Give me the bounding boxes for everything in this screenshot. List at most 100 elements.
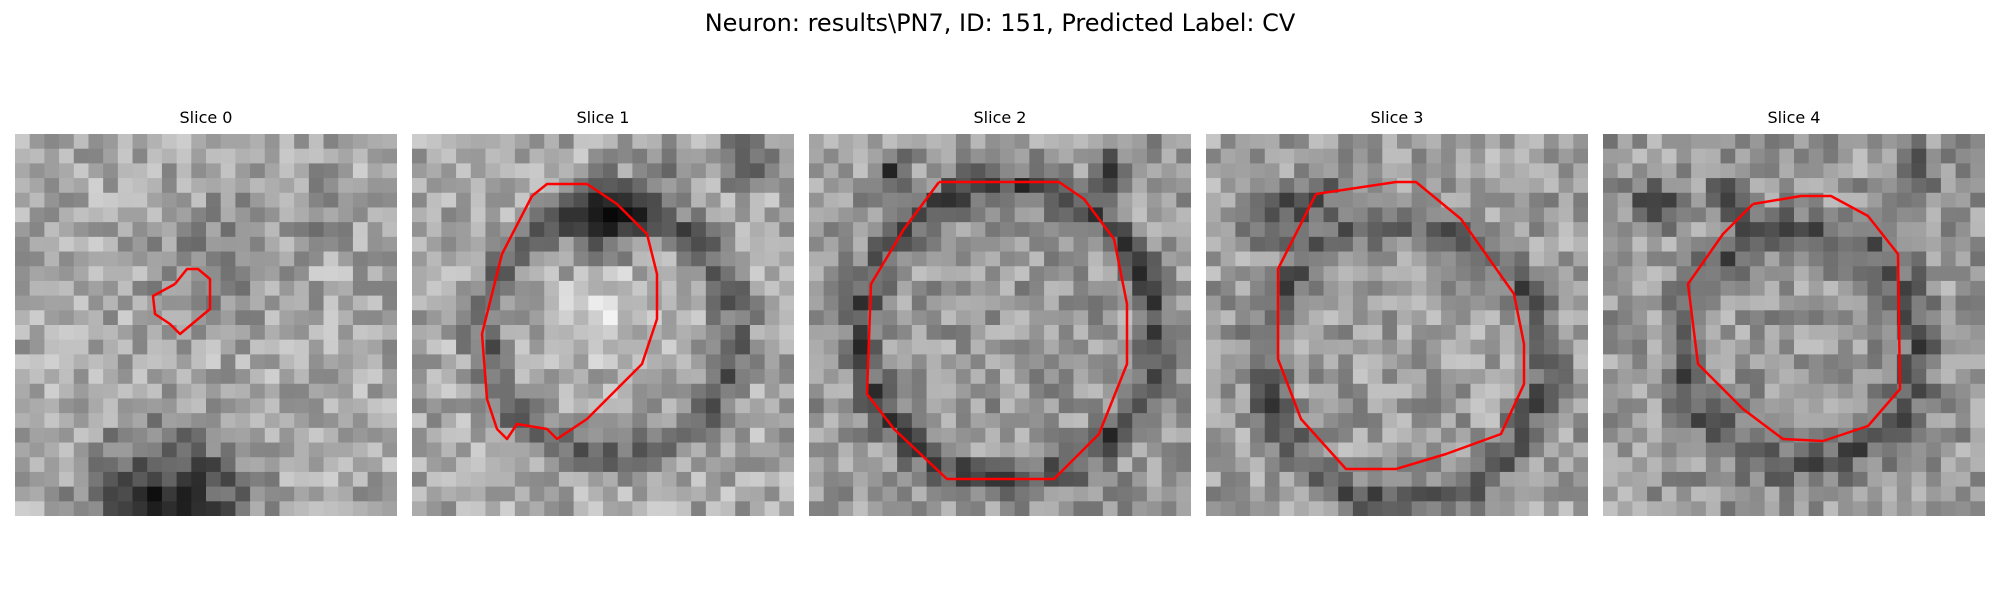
- image-pixel: [558, 222, 575, 238]
- image-pixel: [485, 471, 501, 488]
- image-pixel: [1411, 251, 1427, 267]
- image-pixel: [1603, 471, 1619, 488]
- image-pixel: [264, 442, 281, 458]
- image-pixel: [1117, 354, 1133, 370]
- image-pixel: [1823, 178, 1839, 194]
- image-pixel: [809, 486, 825, 502]
- image-pixel: [1279, 486, 1295, 502]
- image-pixel: [941, 354, 957, 370]
- image-pixel: [544, 280, 560, 297]
- image-pixel: [1661, 427, 1678, 444]
- image-pixel: [59, 236, 75, 253]
- image-pixel: [558, 398, 575, 414]
- image-pixel: [1132, 192, 1148, 209]
- image-pixel: [1000, 369, 1016, 385]
- image-pixel: [294, 442, 310, 458]
- image-pixel: [500, 148, 516, 164]
- image-pixel: [779, 310, 794, 326]
- image-pixel: [1441, 325, 1457, 341]
- image-pixel: [161, 236, 178, 253]
- microscopy-image: [412, 134, 794, 516]
- image-pixel: [1617, 207, 1633, 223]
- image-pixel: [1896, 222, 1913, 238]
- image-pixel: [514, 148, 531, 164]
- image-pixel: [1838, 134, 1854, 150]
- image-pixel: [647, 280, 663, 297]
- image-pixel: [1705, 427, 1722, 444]
- image-pixel: [632, 486, 648, 502]
- image-pixel: [514, 178, 531, 194]
- image-pixel: [382, 266, 397, 282]
- image-pixel: [1455, 295, 1472, 311]
- image-pixel: [749, 163, 766, 179]
- image-pixel: [676, 471, 692, 488]
- image-pixel: [1279, 148, 1295, 164]
- image-pixel: [1749, 251, 1766, 267]
- image-pixel: [1911, 427, 1927, 444]
- image-pixel: [941, 325, 957, 341]
- image-pixel: [456, 310, 472, 326]
- image-pixel: [603, 163, 619, 179]
- image-pixel: [1220, 295, 1236, 311]
- image-pixel: [1338, 486, 1354, 502]
- image-pixel: [367, 295, 383, 311]
- image-pixel: [558, 369, 575, 385]
- image-pixel: [15, 134, 31, 150]
- image-pixel: [588, 427, 604, 444]
- image-pixel: [250, 207, 266, 223]
- image-pixel: [735, 222, 751, 238]
- image-pixel: [382, 280, 397, 297]
- image-pixel: [705, 486, 722, 502]
- image-pixel: [1823, 471, 1839, 488]
- image-pixel: [705, 339, 722, 355]
- image-pixel: [588, 192, 604, 209]
- image-pixel: [1426, 295, 1442, 311]
- image-pixel: [59, 339, 75, 355]
- image-pixel: [1705, 310, 1722, 326]
- image-pixel: [955, 163, 972, 179]
- image-pixel: [338, 266, 354, 282]
- image-pixel: [352, 251, 369, 267]
- image-pixel: [1558, 398, 1574, 414]
- image-pixel: [29, 222, 45, 238]
- image-pixel: [308, 178, 325, 194]
- image-pixel: [1397, 339, 1413, 355]
- image-pixel: [441, 325, 457, 341]
- image-pixel: [1499, 163, 1516, 179]
- image-pixel: [1352, 266, 1369, 282]
- image-pixel: [809, 178, 825, 194]
- image-pixel: [1220, 222, 1236, 238]
- image-pixel: [676, 354, 692, 370]
- image-pixel: [1279, 501, 1295, 516]
- image-pixel: [1779, 398, 1795, 414]
- image-pixel: [1206, 354, 1222, 370]
- image-pixel: [176, 486, 192, 502]
- image-pixel: [661, 134, 678, 150]
- image-pixel: [294, 398, 310, 414]
- image-pixel: [1146, 501, 1163, 516]
- image-pixel: [426, 398, 442, 414]
- image-pixel: [88, 413, 104, 429]
- image-pixel: [1338, 266, 1354, 282]
- image-pixel: [59, 486, 75, 502]
- image-pixel: [1455, 236, 1472, 253]
- image-pixel: [882, 236, 898, 253]
- image-pixel: [647, 383, 663, 400]
- image-pixel: [147, 369, 163, 385]
- image-pixel: [647, 471, 663, 488]
- image-pixel: [500, 413, 516, 429]
- image-pixel: [1720, 134, 1736, 150]
- image-pixel: [1794, 398, 1810, 414]
- image-pixel: [88, 207, 104, 223]
- image-pixel: [1882, 163, 1898, 179]
- image-pixel: [1073, 134, 1089, 150]
- image-pixel: [970, 207, 986, 223]
- image-pixel: [926, 339, 942, 355]
- image-pixel: [1058, 501, 1075, 516]
- image-pixel: [1382, 369, 1398, 385]
- image-pixel: [514, 354, 531, 370]
- image-pixel: [426, 178, 442, 194]
- image-pixel: [1749, 442, 1766, 458]
- image-pixel: [1470, 325, 1486, 341]
- image-pixel: [1573, 310, 1588, 326]
